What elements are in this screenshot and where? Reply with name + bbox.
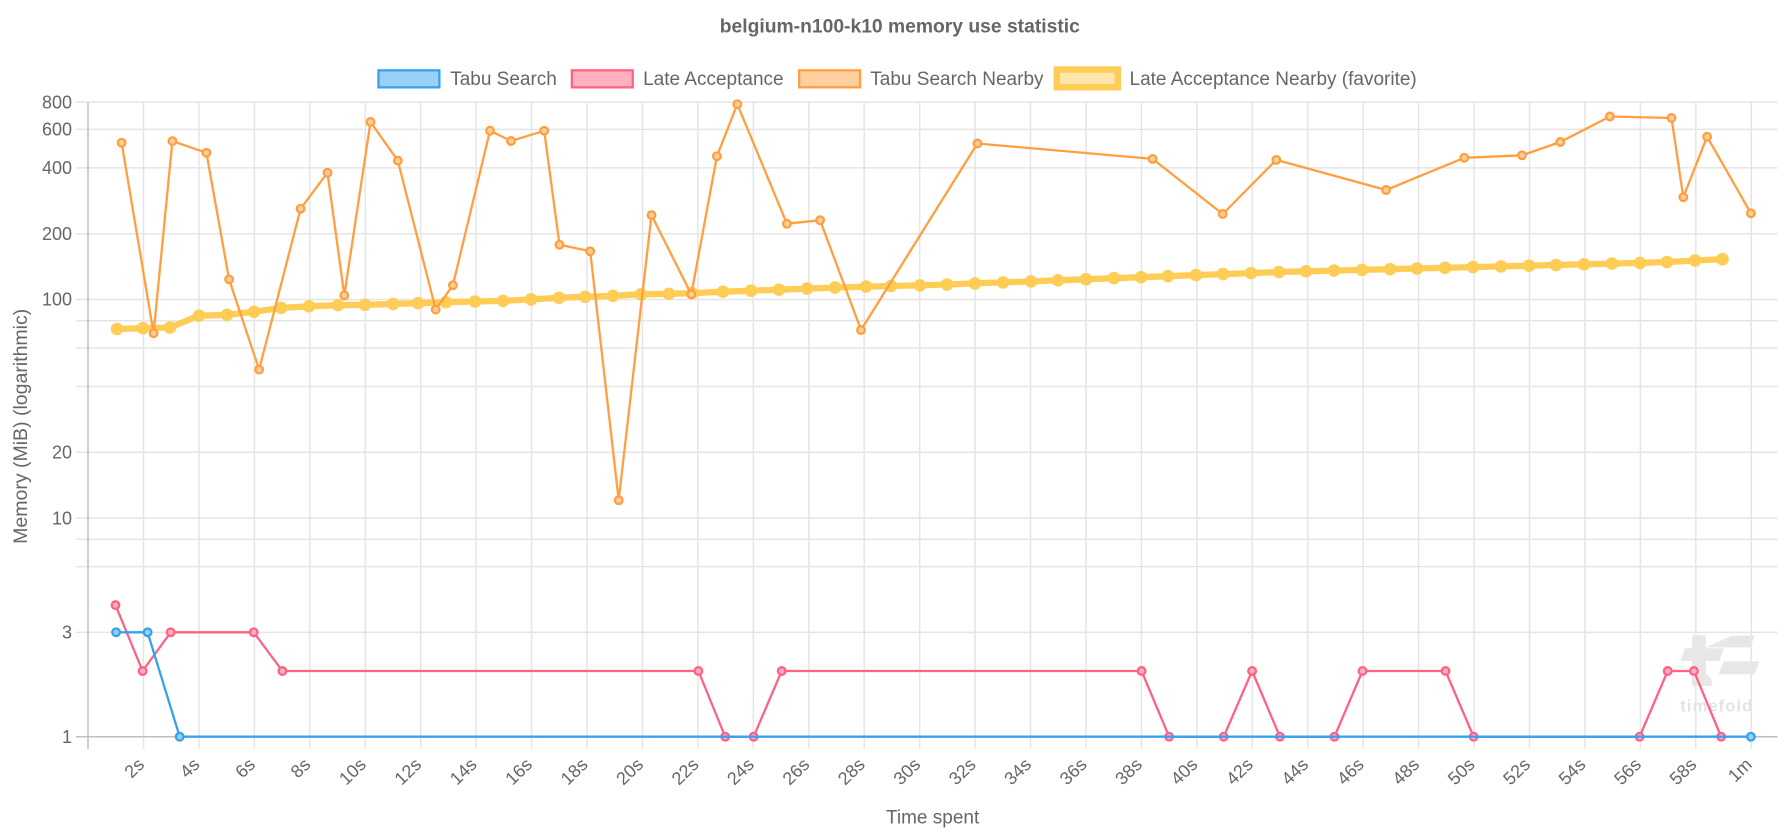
svg-text:Late Acceptance Nearby (favori: Late Acceptance Nearby (favorite): [1130, 69, 1417, 90]
svg-text:3: 3: [62, 623, 72, 643]
svg-text:belgium-n100-k10 memory use st: belgium-n100-k10 memory use statistic: [720, 17, 1080, 38]
svg-text:Late Acceptance: Late Acceptance: [643, 69, 784, 90]
svg-text:timefold: timefold: [1680, 698, 1753, 716]
svg-text:100: 100: [42, 290, 72, 310]
svg-text:600: 600: [42, 120, 72, 140]
svg-text:Tabu Search: Tabu Search: [450, 69, 557, 90]
svg-text:10: 10: [52, 508, 72, 528]
svg-text:200: 200: [42, 224, 72, 244]
svg-text:800: 800: [42, 92, 72, 112]
svg-text:20: 20: [52, 443, 72, 463]
svg-text:Time spent: Time spent: [886, 808, 980, 829]
svg-text:1: 1: [62, 727, 72, 747]
svg-text:400: 400: [42, 158, 72, 178]
svg-text:Tabu Search Nearby: Tabu Search Nearby: [870, 69, 1044, 90]
svg-text:Memory (MiB) (logarithmic): Memory (MiB) (logarithmic): [10, 309, 32, 544]
